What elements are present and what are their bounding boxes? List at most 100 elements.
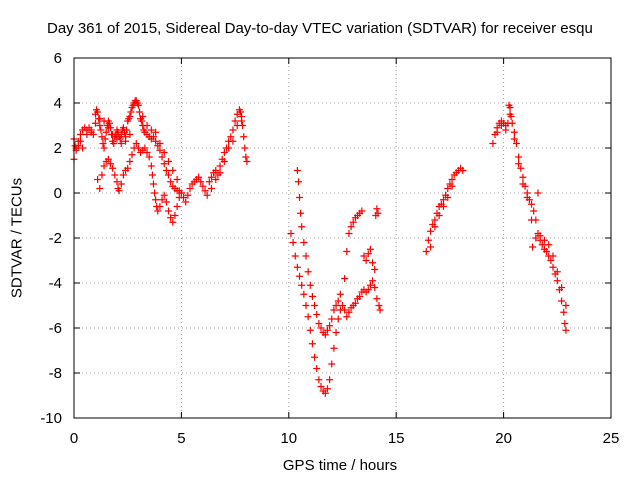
data-point [99, 140, 107, 147]
data-point [100, 162, 108, 170]
data-point [158, 153, 166, 161]
data-point [289, 239, 297, 246]
data-point [540, 236, 548, 244]
data-point [207, 185, 215, 192]
data-point [136, 108, 144, 116]
data-point [148, 171, 156, 179]
data-point [180, 194, 188, 201]
data-point [431, 223, 439, 231]
data-point [374, 209, 382, 217]
data-point [328, 360, 336, 368]
data-point [553, 277, 561, 285]
x-tick-label: 0 [70, 430, 78, 447]
data-point [236, 108, 244, 116]
data-point [94, 176, 102, 183]
data-point [336, 290, 344, 298]
data-point [138, 117, 146, 125]
data-point [169, 218, 177, 226]
data-point [422, 248, 430, 255]
data-point [143, 122, 151, 129]
data-point [195, 173, 203, 181]
data-point [287, 230, 295, 237]
x-axis-label: GPS time / hours [282, 457, 398, 474]
data-point [171, 212, 179, 219]
data-point [532, 234, 540, 242]
data-point [220, 158, 228, 165]
data-point [517, 164, 525, 172]
data-point [165, 171, 173, 179]
data-point [373, 205, 381, 213]
data-point [104, 155, 112, 163]
data-point [229, 126, 237, 134]
data-point [128, 151, 136, 159]
data-point [216, 169, 224, 177]
data-point [109, 164, 117, 172]
data-point [143, 149, 151, 156]
data-point [182, 198, 190, 206]
data-point [149, 133, 157, 141]
data-point [351, 299, 359, 307]
data-point [311, 302, 319, 309]
data-point [293, 167, 301, 174]
data-point [515, 153, 523, 161]
data-point [304, 313, 312, 321]
x-tick-label: 20 [495, 430, 512, 447]
data-point [199, 182, 207, 190]
data-point [160, 160, 168, 168]
data-point [515, 160, 523, 168]
data-point [102, 128, 110, 136]
data-point [444, 185, 452, 192]
data-point [366, 281, 374, 289]
data-point [306, 326, 314, 334]
data-point [510, 135, 518, 143]
data-point [220, 149, 228, 156]
data-point [205, 178, 213, 186]
data-point [317, 383, 325, 390]
data-point [231, 117, 239, 125]
data-point [562, 302, 570, 309]
data-point [111, 171, 119, 179]
x-tick-label: 5 [177, 430, 185, 447]
data-point [225, 144, 233, 152]
chart-title: Day 361 of 2015, Sidereal Day-to-day VTE… [47, 20, 593, 37]
y-tick-label: 4 [54, 95, 62, 112]
data-point [538, 241, 546, 249]
data-point [156, 203, 164, 210]
data-point [94, 108, 102, 116]
data-point [296, 194, 304, 201]
data-point [298, 223, 306, 231]
data-point [298, 281, 306, 289]
data-point [519, 180, 527, 188]
data-point [558, 284, 566, 291]
data-point [345, 308, 353, 316]
data-point [328, 315, 336, 323]
data-point [240, 133, 248, 141]
data-point [160, 149, 168, 156]
data-point [439, 203, 447, 210]
data-point [119, 171, 127, 179]
data-point [528, 200, 536, 208]
data-point [341, 306, 349, 314]
x-tick-label: 10 [280, 430, 297, 447]
data-point [122, 137, 130, 145]
data-point [156, 146, 164, 154]
y-tick-label: -2 [49, 230, 62, 247]
data-point [376, 306, 384, 314]
data-point [173, 203, 181, 210]
data-point [141, 144, 149, 152]
data-point [349, 218, 357, 226]
data-point [100, 117, 108, 125]
data-point [375, 302, 383, 309]
data-point [448, 182, 456, 190]
data-point [424, 236, 432, 244]
data-point [105, 119, 113, 127]
data-point [330, 306, 338, 314]
data-point [149, 180, 157, 188]
data-point [113, 178, 121, 186]
data-point [300, 239, 308, 246]
data-point [549, 263, 557, 271]
data-point [98, 171, 106, 179]
y-axis-label: SDTVAR / TECUs [8, 177, 26, 299]
data-point [326, 322, 334, 330]
data-point [134, 144, 142, 152]
